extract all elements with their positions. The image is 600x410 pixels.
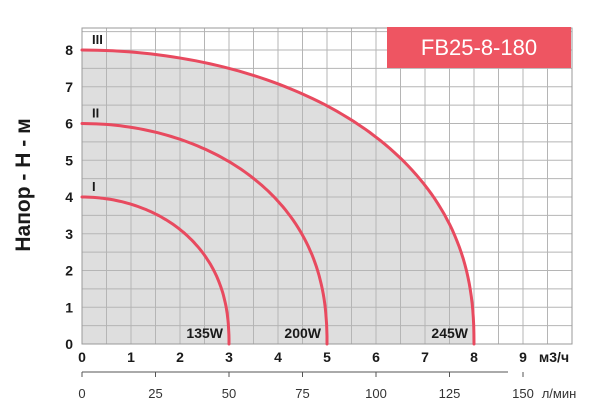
x-tick-label: 7 — [421, 349, 429, 365]
x-axis-unit-secondary: л/мин — [542, 386, 577, 401]
x-tick-label: 3 — [225, 349, 233, 365]
series-curve-I — [80, 195, 231, 346]
x-tick-label: 4 — [274, 349, 282, 365]
series-name-label: III — [92, 32, 103, 47]
secondary-tick-label: 150 — [512, 386, 534, 401]
x-tick-label: 5 — [323, 349, 331, 365]
secondary-tick-label: 75 — [295, 386, 309, 401]
series-power-label: 200W — [284, 325, 321, 341]
series-curve-II — [80, 122, 329, 346]
series-power-label: 135W — [186, 325, 223, 341]
model-badge: FB25-8-180 — [387, 27, 571, 68]
y-tick-label: 6 — [65, 116, 73, 132]
y-tick-label: 5 — [65, 152, 73, 168]
x-tick-label: 6 — [372, 349, 380, 365]
secondary-tick-label: 50 — [222, 386, 236, 401]
secondary-tick-label: 125 — [439, 386, 461, 401]
series-curve-III — [80, 48, 476, 346]
x-tick-label: 1 — [127, 349, 135, 365]
y-tick-label: 0 — [65, 336, 73, 352]
series-name-label: II — [92, 106, 99, 121]
series-power-label: 245W — [431, 325, 468, 341]
secondary-tick-label: 100 — [365, 386, 387, 401]
y-tick-label: 1 — [65, 299, 73, 315]
secondary-tick-label: 0 — [78, 386, 85, 401]
y-tick-label: 2 — [65, 263, 73, 279]
x-tick-label: 2 — [176, 349, 184, 365]
x-tick-label: 8 — [470, 349, 478, 365]
series-name-label: I — [92, 179, 96, 194]
y-tick-label: 8 — [65, 42, 73, 58]
secondary-tick-label: 25 — [148, 386, 162, 401]
y-tick-label: 7 — [65, 79, 73, 95]
model-title: FB25-8-180 — [420, 34, 538, 60]
x-tick-label: 0 — [78, 349, 86, 365]
y-tick-label: 3 — [65, 226, 73, 242]
x-axis-unit-primary: м3/ч — [539, 349, 569, 365]
x-tick-label: 9 — [519, 349, 527, 365]
y-tick-label: 4 — [65, 189, 73, 205]
